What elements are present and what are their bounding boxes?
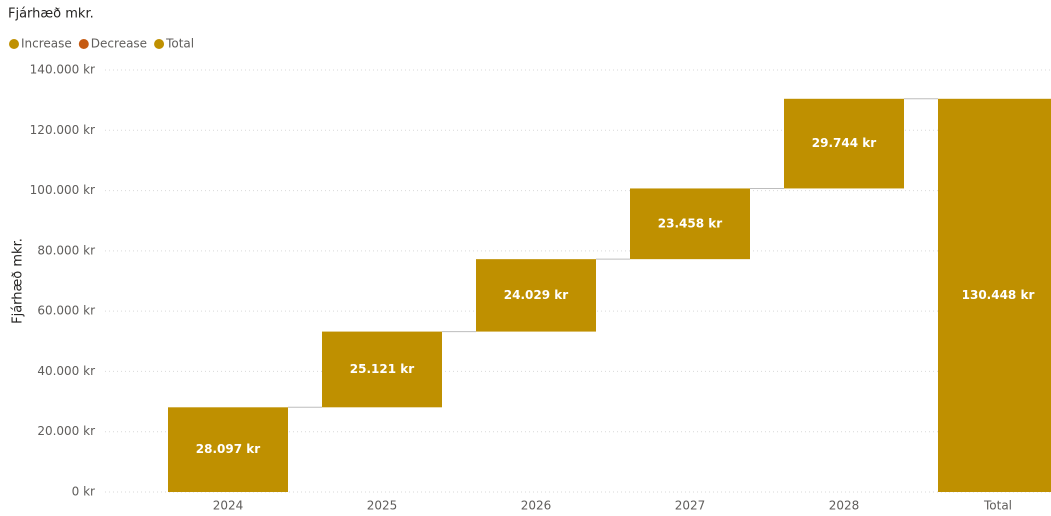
bar bbox=[476, 259, 596, 332]
data-label: 23.458 kr bbox=[658, 216, 722, 230]
y-tick-label: 120.000 kr bbox=[30, 123, 95, 137]
bar bbox=[630, 188, 750, 260]
bar bbox=[168, 407, 288, 492]
x-tick-label: 2028 bbox=[829, 499, 860, 513]
y-tick-label: 80.000 kr bbox=[37, 243, 95, 257]
legend-swatch bbox=[78, 39, 89, 49]
bar bbox=[784, 98, 904, 189]
data-label: 29.744 kr bbox=[812, 136, 876, 150]
data-label: 24.029 kr bbox=[504, 288, 568, 302]
y-tick-label: 20.000 kr bbox=[37, 424, 95, 438]
y-tick-label: 140.000 kr bbox=[30, 63, 95, 77]
x-tick-label: 2025 bbox=[367, 499, 398, 513]
chart-title: Fjárhæð mkr. bbox=[8, 7, 94, 22]
x-tick-label: 2026 bbox=[521, 499, 552, 513]
y-axis-label: Fjárhæð mkr. bbox=[11, 238, 26, 324]
y-tick-label: 60.000 kr bbox=[37, 304, 95, 318]
data-label: 25.121 kr bbox=[350, 362, 414, 376]
legend-swatch bbox=[9, 39, 19, 49]
y-tick-label: 100.000 kr bbox=[30, 183, 95, 197]
legend-label: Total bbox=[165, 37, 194, 51]
legend-label: Decrease bbox=[91, 37, 147, 51]
bar bbox=[938, 98, 1051, 493]
x-tick-label: 2024 bbox=[213, 499, 244, 513]
y-tick-label: 0 kr bbox=[72, 485, 95, 499]
data-label: 130.448 kr bbox=[962, 288, 1035, 302]
legend-swatch bbox=[154, 39, 165, 49]
bar bbox=[322, 331, 442, 408]
data-label: 28.097 kr bbox=[196, 442, 260, 456]
y-tick-label: 40.000 kr bbox=[37, 364, 95, 378]
x-tick-label: 2027 bbox=[675, 499, 706, 513]
legend-label: Increase bbox=[21, 37, 72, 51]
x-tick-label: Total bbox=[983, 499, 1012, 513]
